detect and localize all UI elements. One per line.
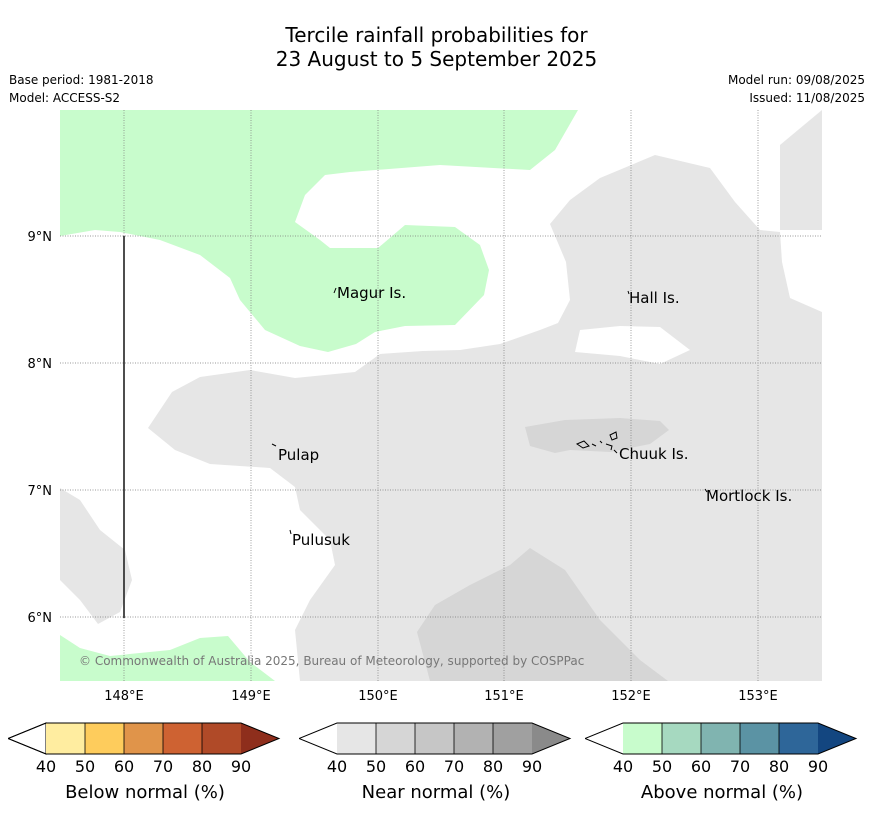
copyright-notice: © Commonwealth of Australia 2025, Bureau…: [79, 654, 584, 668]
place-label-pulusuk: Pulusuk: [292, 531, 350, 549]
pulap-island-shape: [271, 443, 277, 447]
colorbar-below-tick-40: 40: [35, 757, 57, 776]
colorbar-near-tick-70: 70: [443, 757, 465, 776]
colorbar-near-tick-80: 80: [482, 757, 504, 776]
colorbar-above-tick-90: 90: [807, 757, 829, 776]
lon-label-150e: 150°E: [358, 689, 398, 700]
colorbar-above-swatch-50: [662, 723, 701, 754]
colorbar-near-swatch-60: [415, 723, 454, 754]
pulusuk-island-shape: [289, 529, 292, 535]
mortlock-island-shape: [704, 488, 708, 493]
colorbar-above-upper-arrow: [818, 723, 856, 754]
colorbar-above-normal: [585, 722, 858, 755]
colorbar-above-tick-70: 70: [729, 757, 751, 776]
colorbar-below-swatch-40: [46, 723, 85, 754]
colorbar-above-swatch-70: [740, 723, 779, 754]
meta-left: Base period: 1981-2018 Model: ACCESS-S2: [9, 71, 154, 107]
colorbar-below-label: Below normal (%): [65, 782, 225, 803]
colorbar-below-normal: [8, 722, 281, 755]
colorbar-below-outline: [8, 722, 281, 755]
colorbar-below-upper-arrow: [241, 723, 279, 754]
lon-label-153e: 153°E: [738, 689, 778, 700]
map-title-line1: Tercile rainfall probabilities for: [285, 23, 588, 47]
place-label-mortlock: Mortlock Is.: [706, 487, 792, 505]
colorbar-near-outline: [299, 722, 572, 755]
colorbar-below-tick-60: 60: [113, 757, 135, 776]
above-normal-north: [60, 110, 578, 352]
place-label-hall: Hall Is.: [629, 289, 680, 307]
no-signal-hall: [575, 326, 690, 364]
place-label-pulap: Pulap: [278, 446, 319, 464]
island-outlines: [271, 287, 708, 535]
colorbar-near-swatch-80: [493, 723, 532, 754]
lat-label-6n: 6°N: [28, 611, 53, 626]
magur-island-shape: [333, 287, 337, 294]
place-label-chuuk: Chuuk Is.: [619, 445, 688, 463]
colorbar-above-swatch-60: [701, 723, 740, 754]
colorbar-above-tick-60: 60: [690, 757, 712, 776]
chuuk-lagoon-shape: [575, 431, 618, 454]
above-normal-south: [60, 635, 275, 681]
lat-label-9n: 9°N: [28, 230, 53, 245]
colorbar-below-swatch-70: [163, 723, 202, 754]
colorbar-below-lower-arrow: [8, 722, 47, 755]
colorbar-near-tick-60: 60: [404, 757, 426, 776]
colorbar-below-tick-50: 50: [74, 757, 96, 776]
place-label-magur: Magur Is.: [337, 284, 406, 302]
colorbar-above-swatch-40: [623, 723, 662, 754]
colorbar-near-lower-arrow: [299, 723, 337, 754]
colorbar-above-outline: [585, 722, 858, 755]
meta-right: Model run: 09/08/2025 Issued: 11/08/2025: [728, 71, 865, 107]
model-name: Model: ACCESS-S2: [9, 91, 121, 105]
colorbar-above-tick-50: 50: [651, 757, 673, 776]
near-normal-west: [60, 488, 132, 624]
colorbar-above-tick-40: 40: [612, 757, 634, 776]
colorbar-near-tick-90: 90: [521, 757, 543, 776]
lat-label-8n: 8°N: [28, 357, 53, 372]
model-run: Model run: 09/08/2025: [727, 73, 865, 87]
lon-label-148e: 148°E: [104, 689, 144, 700]
lat-label-7n: 7°N: [28, 484, 53, 499]
colorbar-near-tick-40: 40: [326, 757, 348, 776]
hall-island-shape: [627, 290, 630, 295]
colorbar-below-swatch-50: [85, 723, 124, 754]
colorbar-near-upper-arrow: [532, 723, 570, 754]
colorbar-near-swatch-50: [376, 723, 415, 754]
colorbar-near-label: Near normal (%): [361, 782, 511, 803]
issued-date: Issued: 11/08/2025: [749, 91, 865, 105]
map-title-line2: 23 August to 5 September 2025: [275, 47, 598, 71]
lon-label-149e: 149°E: [231, 689, 271, 700]
colorbar-below-tick-70: 70: [152, 757, 174, 776]
colorbar-above-lower-arrow: [585, 723, 623, 754]
colorbar-below-tick-80: 80: [191, 757, 213, 776]
near-normal-50-chuuk: [525, 418, 669, 453]
base-period: Base period: 1981-2018: [9, 73, 154, 87]
colorbar-near-swatch-40: [337, 723, 376, 754]
colorbar-below-swatch-60: [124, 723, 163, 754]
near-normal-top-right: [780, 110, 822, 230]
forecast-map: 9°N 8°N 7°N 6°N 148°E 149°E 150°E 151°E …: [28, 110, 822, 700]
colorbar-near-normal: [299, 722, 572, 755]
colorbar-below-tick-90: 90: [230, 757, 252, 776]
colorbar-above-swatch-80: [779, 723, 818, 754]
colorbar-above-tick-80: 80: [768, 757, 790, 776]
colorbar-above-label: Above normal (%): [640, 782, 804, 803]
near-normal-region: [148, 155, 822, 681]
colorbar-near-tick-50: 50: [365, 757, 387, 776]
near-normal-50-south: [417, 548, 668, 681]
lon-label-151e: 151°E: [484, 689, 524, 700]
colorbar-below-swatch-80: [202, 723, 241, 754]
colorbar-near-swatch-70: [454, 723, 493, 754]
lon-label-152e: 152°E: [611, 689, 651, 700]
